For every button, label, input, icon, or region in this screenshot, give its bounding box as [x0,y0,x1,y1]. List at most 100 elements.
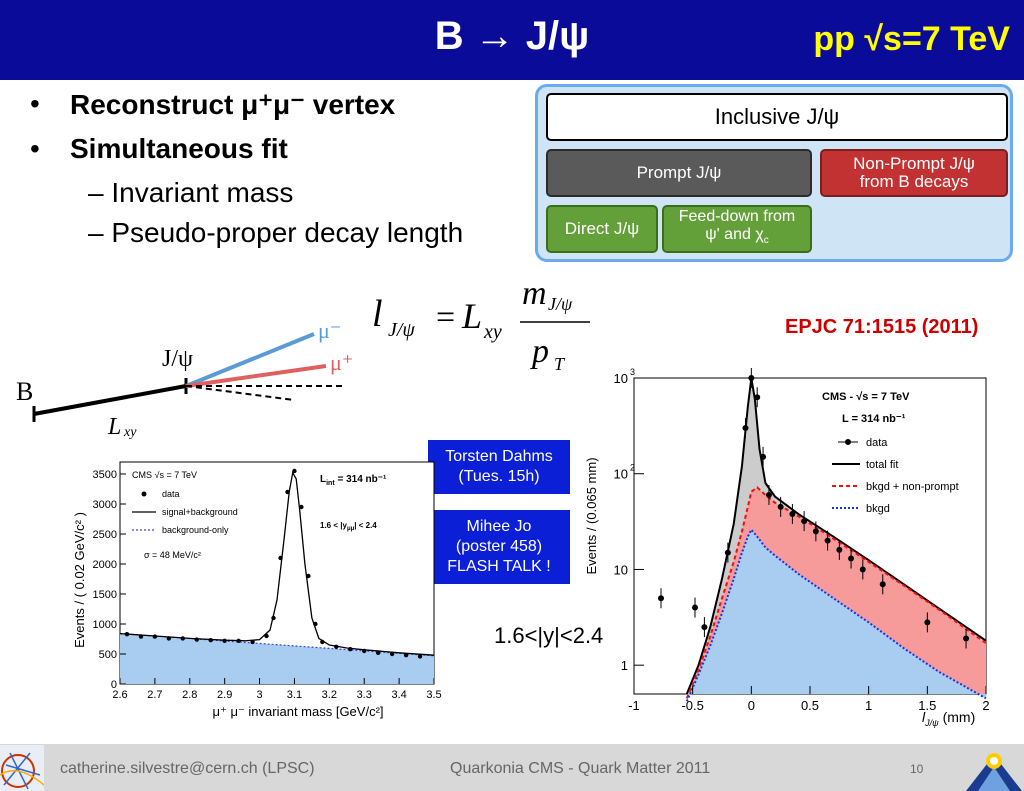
b-meson-label: B [16,377,33,406]
decay-legend-fit: total fit [866,459,898,471]
mu-plus-track [185,364,327,388]
x-tick-label: 2 [982,698,989,713]
data-point [250,639,255,645]
y-tick-label: 2000 [93,559,117,571]
decay-xlabel: lJ/ψ (mm) [922,709,975,728]
talk2-line3: FLASH TALK ! [447,558,551,575]
data-point [812,528,819,535]
data-point [306,573,311,579]
direct-label: Direct J/ψ [564,219,640,238]
data-point [692,604,699,611]
decay-length-formula: l J/ψ = L xy m J/ψ p T [372,276,590,374]
talk2-line1: Mihee Jo [466,518,532,535]
nonprompt-curve [685,486,987,699]
bkgd-curve [685,527,987,702]
formula-l-sub: J/ψ [388,319,415,341]
energy-label: pp √s=7 TeV [813,20,1010,58]
data-point [278,555,283,561]
data-point [271,615,276,621]
data-point [403,653,409,658]
data-point [375,650,381,655]
y-tick-label: 1500 [93,589,117,601]
sub-bullet: – Invariant mass [88,177,294,208]
mass-plot-points [124,468,423,659]
decay-legend-lumi: L = 314 nb⁻¹ [842,413,906,425]
prompt-box: Prompt J/ψ [546,149,812,197]
mass-legend-bkg: background-only [162,525,229,535]
mu-plus-label: μ⁺ [330,350,353,375]
decay-plot-curves [685,377,987,702]
data-point [320,639,325,645]
data-point [836,546,843,553]
data-point [152,634,158,639]
data-point [166,636,172,641]
x-tick-label: 3.3 [357,689,372,701]
feeddown-label-sub: c [763,235,769,247]
x-tick-label: 1.5 [918,698,936,713]
formula-denominator: p [530,333,549,370]
data-point [285,489,290,495]
data-point [657,595,664,602]
y-tick-label: 2500 [93,529,117,541]
talk2-line2: (poster 458) [455,538,543,555]
data-point [299,504,304,510]
bullet-text: Simultaneous fit [70,133,288,164]
decay-legend-bkg: bkgd [866,503,890,515]
talk-box-dahms: Torsten Dahms (Tues. 15h) [428,440,570,494]
data-point [859,566,866,573]
data-point [264,633,269,639]
decay-plot-fills [686,378,986,702]
mu-minus-label: μ⁻ [318,318,341,343]
data-point [236,638,241,643]
mass-legend-cut: 1.6 < |yμμ| < 2.4 [320,521,377,532]
sub-bullet-text: Invariant mass [111,177,294,208]
y-tick-exponent: 2 [630,463,635,473]
slide-title: B → J/ψ [434,14,590,58]
x-tick-label: 3 [256,689,262,701]
x-tick-label: 0 [748,698,755,713]
mass-plot-bkg-fill [120,633,434,684]
jpsi-classification-diagram: Inclusive J/ψ Prompt J/ψ Non-Prompt J/ψ f… [535,84,1013,262]
y-tick-label: 10 [614,371,628,386]
prompt-label: Prompt J/ψ [636,163,722,182]
inclusive-box: Inclusive J/ψ [546,93,1008,141]
footer-bar: catherine.silvestre@cern.ch (LPSC) Quark… [0,744,1024,791]
inclusive-label: Inclusive J/ψ [714,104,840,129]
decay-plot-points [657,368,970,649]
page-number: 10 [910,762,924,776]
bullet-item: • Reconstruct μ⁺μ⁻ vertex [30,88,396,120]
bullet-item: • Simultaneous fit [30,133,288,164]
mass-legend-title: CMS √s = 7 TeV [132,470,197,480]
y-tick-label: 500 [99,649,117,661]
sub-bullet: – Pseudo-proper decay length [88,217,464,248]
data-point [777,503,784,510]
footer-email: catherine.silvestre@cern.ch (LPSC) [60,760,315,777]
formula-l: l [372,293,383,335]
data-point [824,537,831,544]
footer-conference: Quarkonia CMS - Quark Matter 2011 [450,760,711,777]
mass-plot: 2.6 2.7 2.8 2.9 3 3.1 3.2 3.3 3.4 3.5 0 500 1000 1500… [72,461,442,719]
data-point [724,549,731,556]
feeddown-label-line2: ψ' and χ [705,225,764,243]
feeddown-box: Feed-down from ψ' and χc [662,205,812,253]
nonprompt-box: Non-Prompt J/ψ from B decays [820,149,1008,197]
direct-box: Direct J/ψ [546,205,658,253]
x-tick-label: 1 [865,698,872,713]
lxy-sub: xy [123,425,137,440]
mass-legend-sigma: σ = 48 MeV/c² [144,550,201,560]
data-point [879,581,886,588]
decay-legend-title: CMS - √s = 7 TeV [822,391,910,403]
cms-logo-icon [0,745,44,791]
data-point [180,636,185,641]
x-tick-label: -0.5 [681,698,703,713]
talk1-line2: (Tues. 15h) [458,468,540,485]
b-flight-line [33,384,187,416]
formula-numerator: m [522,276,547,312]
data-point [754,394,761,401]
bkg-area [120,633,434,684]
data-point [389,651,395,657]
data-point [760,453,767,460]
data-point [292,468,297,474]
sub-bullet-text: Pseudo-proper decay length [111,217,464,248]
